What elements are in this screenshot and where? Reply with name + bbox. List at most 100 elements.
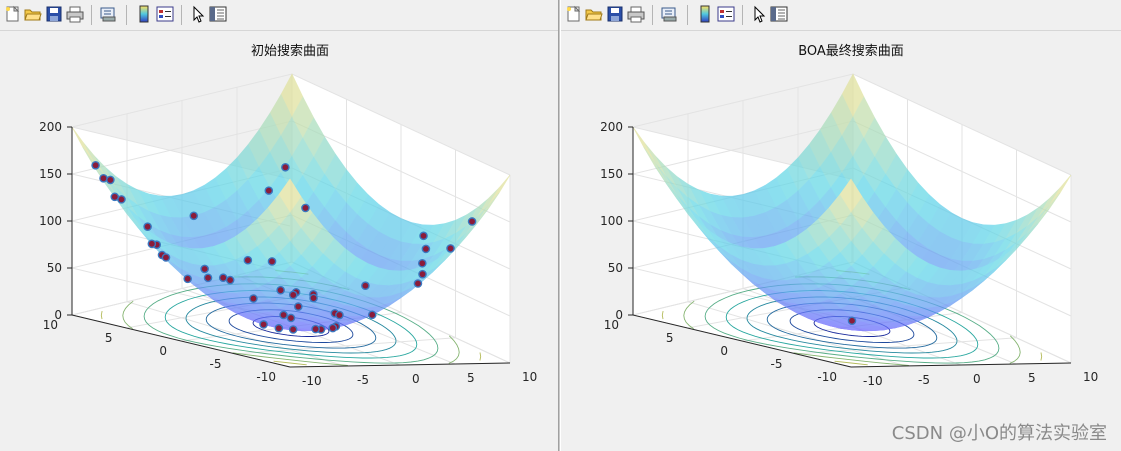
search-agent-point <box>446 244 455 253</box>
search-agent-point <box>276 285 285 295</box>
y-tick-label: 10 <box>604 318 619 332</box>
figure-window-right: 200 150 100 50 0 10 5 0 -5 -10 10 5 0 -5 -10 BOA最终搜索曲面 … <box>561 0 1121 451</box>
search-agent-point <box>419 231 428 241</box>
new-file-icon[interactable] <box>4 5 22 23</box>
x-tick-label: -10 <box>302 374 322 388</box>
x-tick-label: -5 <box>357 373 369 387</box>
search-agent-point <box>225 275 235 285</box>
toolbar-separator <box>687 5 688 25</box>
print-preview-icon[interactable] <box>660 5 678 23</box>
watermark-text: CSDN @小O的算法实验室 <box>891 423 1107 444</box>
colorbar-icon[interactable] <box>696 5 714 23</box>
y-tick-label: 5 <box>666 331 674 345</box>
open-folder-icon[interactable] <box>585 5 603 23</box>
search-agent-point <box>421 244 431 254</box>
search-agent-point <box>288 290 298 300</box>
search-agent-point <box>189 211 199 221</box>
x-tick-label: -5 <box>918 373 930 387</box>
x-tick-label: 10 <box>522 370 537 384</box>
y-tick-label: -10 <box>256 370 276 384</box>
figure-toolbar-left <box>0 0 559 31</box>
x-tick-label: 5 <box>467 371 475 385</box>
figure-window-left: 200 150 100 50 0 10 5 0 -5 -10 10 5 0 -5 -10 初始搜索曲面 <box>0 0 559 451</box>
search-agent-point <box>417 258 427 268</box>
property-editor-icon[interactable] <box>770 5 788 23</box>
toolbar-separator <box>652 5 653 25</box>
x-tick-label: 0 <box>973 372 981 386</box>
z-tick-label: 150 <box>39 167 62 181</box>
y-tick-label: 0 <box>159 344 167 358</box>
search-agent-point <box>286 313 296 323</box>
plot-title: BOA最终搜索曲面 <box>798 43 904 59</box>
search-agent-point <box>203 273 213 283</box>
search-agent-point <box>183 274 192 284</box>
search-agent-point <box>309 293 318 303</box>
search-agent-point <box>218 273 228 283</box>
search-agent-point <box>301 203 310 213</box>
search-agent-point <box>328 323 338 333</box>
print-preview-icon[interactable] <box>99 5 117 23</box>
print-icon[interactable] <box>627 5 645 23</box>
pointer-icon[interactable] <box>750 5 768 23</box>
y-tick-label: -5 <box>210 357 222 371</box>
pointer-icon[interactable] <box>189 5 207 23</box>
z-tick-label: 0 <box>615 308 623 322</box>
toolbar-separator <box>742 5 743 25</box>
open-folder-icon[interactable] <box>24 5 42 23</box>
search-agent-point <box>243 255 253 265</box>
print-icon[interactable] <box>66 5 84 23</box>
save-icon[interactable] <box>606 5 624 23</box>
x-axis-line <box>850 362 1072 368</box>
agents-group <box>847 316 857 326</box>
x-axis-line <box>289 362 511 368</box>
y-axis-line <box>71 314 291 368</box>
z-tick-label: 100 <box>600 214 623 228</box>
z-tick-label: 200 <box>39 120 62 134</box>
search-agent-point <box>311 324 320 334</box>
z-tick-label: 0 <box>54 308 62 322</box>
y-tick-label: -5 <box>771 357 783 371</box>
save-icon[interactable] <box>45 5 63 23</box>
y-tick-label: -10 <box>817 370 837 384</box>
y-tick-label: 5 <box>105 331 113 345</box>
legend-icon[interactable] <box>717 5 735 23</box>
search-agent-point <box>367 310 377 320</box>
colorbar-icon[interactable] <box>135 5 153 23</box>
new-file-icon[interactable] <box>565 5 583 23</box>
grid-line <box>71 73 511 180</box>
search-agent-point <box>361 281 370 291</box>
search-agent-point <box>294 302 303 311</box>
x-tick-label: 10 <box>1083 370 1098 384</box>
toolbar-separator <box>126 5 127 25</box>
search-agent-point <box>200 264 209 274</box>
search-agent-point <box>259 320 268 329</box>
search-agent-point <box>274 323 284 333</box>
search-agent-point <box>335 310 344 320</box>
grid-line <box>632 73 1072 180</box>
plot-title: 初始搜索曲面 <box>251 44 329 59</box>
x-tick-label: 0 <box>412 372 420 386</box>
legend-icon[interactable] <box>156 5 174 23</box>
z-tick-label: 100 <box>39 214 62 228</box>
search-agent-point <box>267 257 277 266</box>
search-agent-point <box>467 217 477 226</box>
search-agent-point <box>413 279 423 288</box>
z-tick-label: 50 <box>47 261 62 275</box>
search-agent-point <box>147 239 157 249</box>
surface-patch <box>278 178 302 213</box>
property-editor-icon[interactable] <box>209 5 227 23</box>
search-agent-point <box>279 310 288 320</box>
surface-group <box>632 73 1072 332</box>
z-tick-label: 150 <box>600 167 623 181</box>
search-agent-point <box>288 325 298 334</box>
agents-group <box>91 160 477 334</box>
x-tick-label: -10 <box>863 374 883 388</box>
search-agent-point <box>110 192 120 202</box>
surface-patch <box>839 178 863 213</box>
search-agent-point <box>264 186 274 195</box>
z-tick-label: 50 <box>608 261 623 275</box>
